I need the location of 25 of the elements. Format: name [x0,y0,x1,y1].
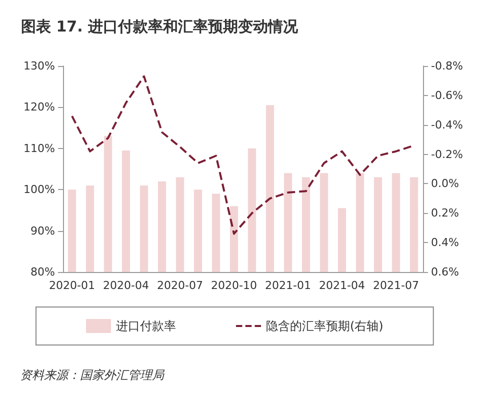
chart-title: 图表 17. 进口付款率和汇率预期变动情况 [21,18,300,36]
x-tick-label: 2021-04 [319,279,365,292]
x-tick-label: 2020-07 [157,279,203,292]
x-tick-label: 2021-01 [265,279,311,292]
y-tick-label: 100% [24,183,55,196]
y2-tick-label: -0.4% [431,118,463,132]
legend-label: 隐含的汇率预期(右轴) [266,319,384,333]
text: 资料来源：国家外汇管理局 [20,368,165,382]
y2-tick-label: -0.6% [431,88,463,102]
y2-tick-label: 0.6% [431,266,459,278]
y-tick-label: 80% [30,266,55,278]
y-tick-label: 110% [24,142,55,155]
legend-label: 进口付款率 [116,319,176,333]
y2-tick-label: 0.0% [431,177,459,190]
y2-tick-label: 0.2% [431,206,459,220]
y-tick-label: 130% [24,60,55,72]
x-tick-label: 2020-10 [211,279,257,292]
x-tick-label: 2020-04 [103,279,149,292]
y2-tick-label: -0.8% [431,60,463,72]
y-tick-label: 120% [24,100,55,114]
y2-tick-label: 0.4% [431,236,459,250]
x-tick-label: 2021-07 [373,279,419,292]
y2-tick-label: -0.2% [431,148,463,161]
y-tick-label: 90% [30,224,55,238]
x-tick-label: 2020-01 [49,279,95,292]
